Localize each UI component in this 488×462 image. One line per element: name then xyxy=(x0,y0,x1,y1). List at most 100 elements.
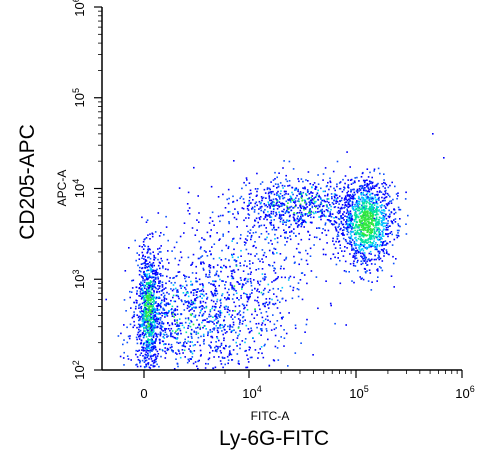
event-dot xyxy=(361,222,363,225)
event-dot xyxy=(364,199,367,202)
event-dot xyxy=(373,233,376,235)
event-dot xyxy=(150,364,152,366)
event-dot xyxy=(228,222,230,225)
event-dot xyxy=(147,329,149,332)
event-dot xyxy=(219,306,221,309)
event-dot xyxy=(145,296,148,298)
event-dot xyxy=(326,194,329,197)
event-dot xyxy=(366,231,368,233)
event-dot xyxy=(365,202,368,205)
event-dot xyxy=(283,193,286,196)
event-dot xyxy=(212,266,215,268)
event-dot xyxy=(145,312,148,315)
event-dot xyxy=(182,345,185,347)
event-dot xyxy=(254,219,256,222)
event-dot xyxy=(147,265,150,268)
event-dot xyxy=(164,268,167,270)
event-dot xyxy=(184,321,187,324)
event-dot xyxy=(384,187,386,189)
event-dot xyxy=(359,238,362,241)
event-dot xyxy=(243,307,245,310)
event-dot xyxy=(362,203,364,205)
event-dot xyxy=(152,297,155,300)
event-dot xyxy=(174,257,176,260)
event-dot xyxy=(164,357,167,359)
event-dot xyxy=(144,304,147,307)
event-dot xyxy=(382,185,384,188)
event-dot xyxy=(386,224,388,227)
event-dot xyxy=(216,317,219,320)
event-dot xyxy=(209,216,212,219)
event-dot xyxy=(214,307,217,309)
event-dot xyxy=(240,195,243,198)
event-dot xyxy=(191,263,193,266)
event-dot xyxy=(244,306,246,309)
event-dot xyxy=(358,229,361,231)
event-dot xyxy=(135,349,137,352)
event-dot xyxy=(364,226,367,229)
event-dot xyxy=(184,277,186,280)
event-dot xyxy=(150,296,152,299)
event-dot xyxy=(375,247,378,249)
event-dot xyxy=(142,323,144,325)
event-dot xyxy=(258,208,260,210)
event-dot xyxy=(154,345,156,348)
event-dot xyxy=(336,185,338,188)
event-dot xyxy=(140,288,142,291)
event-dot xyxy=(377,213,379,216)
event-dot xyxy=(363,227,366,229)
event-dot xyxy=(288,180,291,182)
event-dot xyxy=(274,334,277,337)
event-dot xyxy=(357,259,359,262)
event-dot xyxy=(377,250,379,253)
event-dot xyxy=(378,187,381,189)
event-dot xyxy=(355,233,358,235)
event-dot xyxy=(158,333,160,336)
event-dot xyxy=(249,295,251,298)
event-dot xyxy=(352,248,354,251)
event-dot xyxy=(287,208,290,210)
event-dot xyxy=(180,287,182,289)
event-dot xyxy=(201,297,203,299)
event-dot xyxy=(151,294,154,297)
event-dot xyxy=(375,207,378,210)
event-dot xyxy=(267,215,269,217)
event-dot xyxy=(206,298,208,300)
event-dot xyxy=(280,202,283,205)
event-dot xyxy=(370,181,373,183)
event-dot xyxy=(314,196,317,198)
event-dot xyxy=(244,238,247,240)
event-dot xyxy=(350,245,353,247)
event-dot xyxy=(358,180,360,182)
event-dot xyxy=(141,292,144,295)
event-dot xyxy=(306,318,308,321)
event-dot xyxy=(187,318,190,321)
event-dot xyxy=(141,276,143,278)
event-dot xyxy=(173,319,176,321)
event-dot xyxy=(380,191,383,193)
event-dot xyxy=(359,224,361,226)
event-dot xyxy=(142,317,144,320)
event-dot xyxy=(140,287,143,290)
event-dot xyxy=(300,258,303,261)
event-dot xyxy=(128,337,131,340)
event-dot xyxy=(270,192,273,195)
event-dot xyxy=(174,309,177,312)
event-dot xyxy=(210,341,212,344)
event-dot xyxy=(136,293,138,295)
event-dot xyxy=(166,258,169,261)
event-dot xyxy=(144,353,147,356)
event-dot xyxy=(368,258,370,260)
event-dot xyxy=(222,193,224,196)
event-dot xyxy=(348,271,350,273)
event-dot xyxy=(267,338,269,341)
event-dot xyxy=(360,187,363,190)
event-dot xyxy=(139,365,142,368)
event-dot xyxy=(326,219,329,221)
event-dot xyxy=(145,302,148,304)
event-dot xyxy=(190,358,192,360)
event-dot xyxy=(201,305,203,307)
event-dot xyxy=(386,204,389,207)
event-dot xyxy=(335,240,337,243)
event-dot xyxy=(219,214,222,217)
